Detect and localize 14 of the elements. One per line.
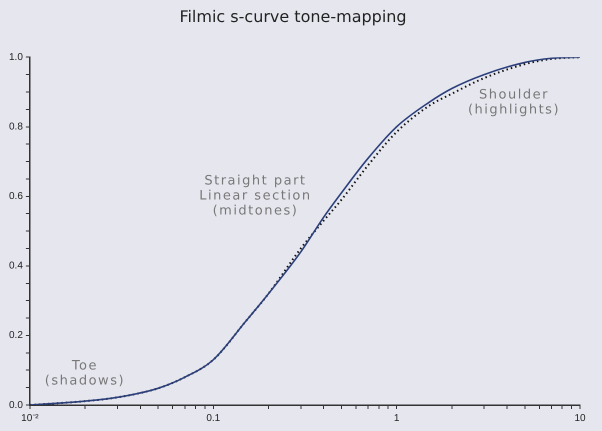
y-tick-label: 0.2 — [8, 330, 24, 342]
x-tick-label: 1 — [394, 412, 400, 424]
x-tick-label: 10 — [574, 412, 586, 424]
x-tick-label: 10⁻² — [21, 412, 40, 424]
y-tick-label: 0.0 — [8, 400, 24, 411]
annotation: Toe (shadows) — [44, 358, 126, 389]
y-tick-label: 1.0 — [8, 52, 24, 63]
annotation: Straight part Linear section (midtones) — [199, 174, 312, 219]
annotation: Shoulder (highlights) — [468, 87, 560, 118]
chart-title: Filmic s-curve tone-mapping — [179, 6, 407, 26]
x-tick-label: 0.1 — [206, 412, 221, 424]
y-tick-label: 0.6 — [8, 191, 24, 202]
y-tick-label: 0.8 — [8, 122, 24, 133]
y-tick-label: 0.4 — [8, 260, 24, 272]
